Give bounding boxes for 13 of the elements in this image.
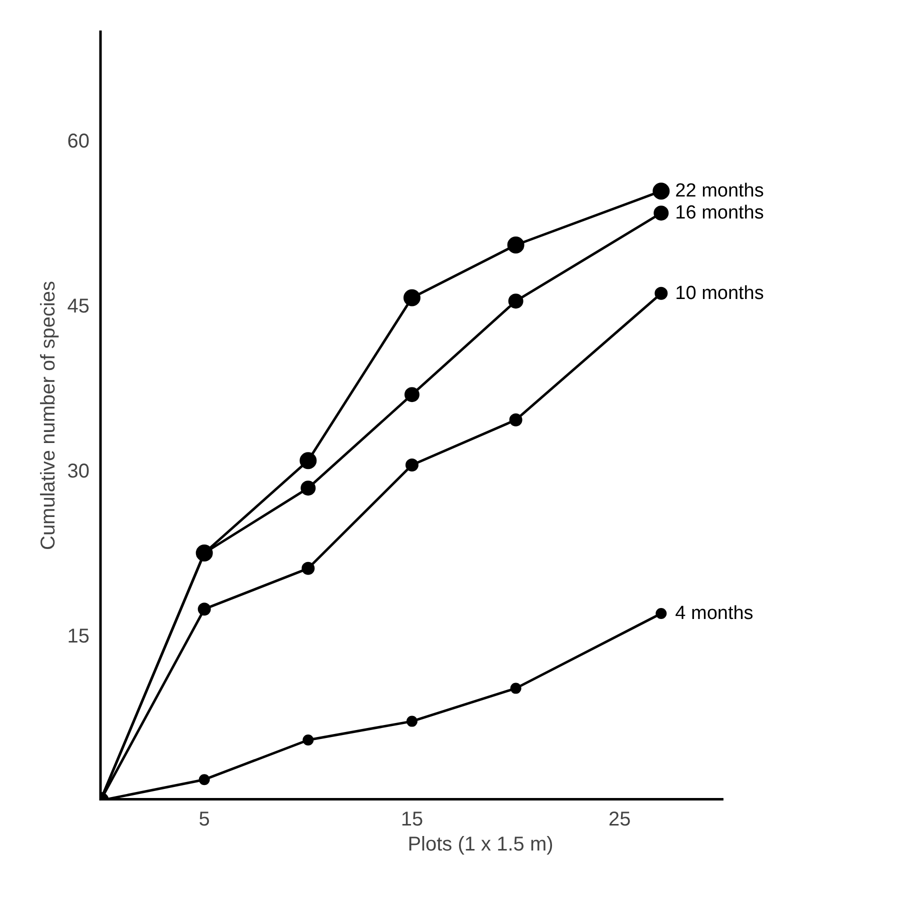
y-tick-label: 15	[67, 626, 90, 648]
series-label: 10 months	[675, 282, 764, 304]
series-label: 16 months	[675, 202, 764, 224]
x-tick-label: 5	[198, 808, 210, 830]
y-axis-title: Cumulative number of species	[37, 280, 60, 550]
y-tick-label: 60	[67, 130, 90, 152]
series-label: 4 months	[675, 603, 754, 624]
x-axis-title: Plots (1 x 1.5 m)	[408, 834, 554, 856]
series-label: 22 months	[675, 180, 764, 202]
y-tick-label: 45	[67, 296, 90, 318]
y-tick-label: 30	[67, 460, 90, 482]
x-tick-label: 15	[400, 808, 424, 830]
x-tick-label: 25	[608, 808, 631, 830]
